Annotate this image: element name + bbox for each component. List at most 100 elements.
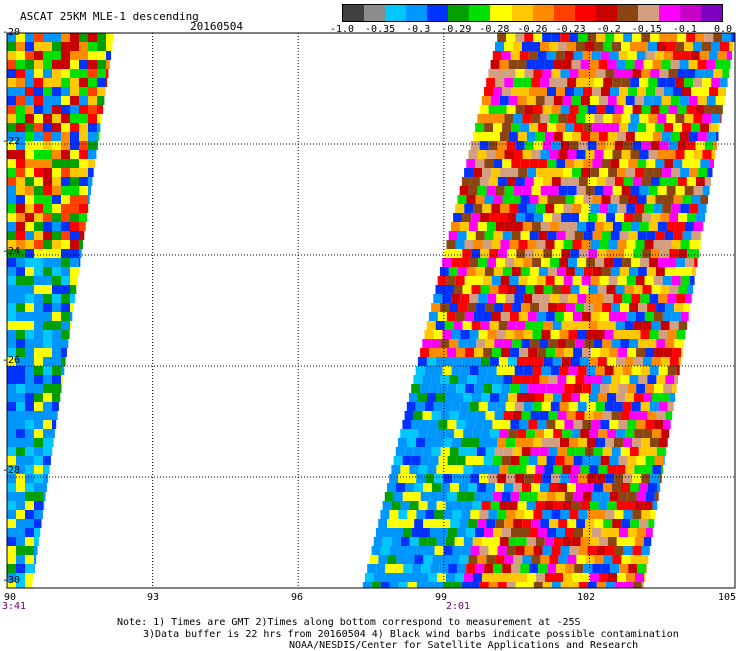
wind-cell — [469, 150, 478, 159]
wind-cell — [25, 384, 34, 393]
wind-cell — [645, 420, 654, 429]
wind-cell — [637, 159, 646, 168]
wind-cell — [34, 429, 43, 438]
wind-cell — [553, 357, 562, 366]
wind-cell — [468, 483, 477, 492]
wind-cell — [534, 213, 543, 222]
wind-cell — [718, 123, 720, 132]
wind-cell — [542, 438, 551, 447]
wind-cell — [34, 123, 43, 132]
wind-cell — [575, 339, 584, 348]
wind-cell — [499, 393, 508, 402]
wind-cell — [579, 177, 588, 186]
wind-cell — [498, 105, 507, 114]
wind-cell — [663, 240, 672, 249]
wind-cell — [43, 438, 52, 447]
wind-cell — [52, 276, 61, 285]
wind-cell — [596, 33, 605, 42]
wind-cell — [511, 87, 520, 96]
wind-cell — [43, 249, 52, 258]
wind-cell — [612, 519, 621, 528]
wind-cell — [705, 141, 714, 150]
wind-cell — [405, 483, 414, 492]
wind-cell — [651, 177, 660, 186]
wind-cell — [444, 546, 453, 555]
wind-cell — [646, 87, 655, 96]
wind-cell — [613, 186, 622, 195]
wind-cell — [596, 474, 605, 483]
wind-cell — [561, 105, 570, 114]
wind-cell — [436, 357, 445, 366]
wind-cell — [517, 429, 526, 438]
wind-cell — [487, 258, 496, 267]
wind-cell — [598, 393, 607, 402]
wind-cell — [501, 420, 510, 429]
wind-cell — [426, 546, 435, 555]
wind-cell — [636, 384, 645, 393]
wind-cell — [609, 384, 618, 393]
wind-cell — [656, 375, 665, 384]
wind-cell — [516, 249, 525, 258]
wind-cell — [664, 51, 673, 60]
wind-cell — [691, 123, 700, 132]
wind-cell — [605, 69, 614, 78]
wind-cell — [635, 60, 644, 69]
wind-cell — [645, 240, 654, 249]
wind-cell — [567, 78, 576, 87]
wind-cell — [574, 456, 583, 465]
wind-cell — [604, 294, 613, 303]
wind-cell — [503, 303, 512, 312]
wind-cell — [497, 366, 506, 375]
wind-cell — [493, 456, 502, 465]
wind-cell — [577, 258, 586, 267]
wind-cell — [712, 150, 716, 159]
wind-cell — [25, 186, 34, 195]
wind-cell — [501, 240, 510, 249]
wind-cell — [716, 60, 725, 69]
wind-cell — [471, 582, 480, 588]
wind-cell — [34, 177, 43, 186]
wind-cell — [414, 519, 423, 528]
wind-cell — [648, 42, 657, 51]
wind-cell — [527, 96, 536, 105]
wind-cell — [729, 42, 734, 51]
wind-cell — [687, 177, 696, 186]
wind-cell — [546, 276, 555, 285]
wind-cell — [612, 411, 621, 420]
note-line-2: 3)Data buffer is 22 hrs from 20160504 4)… — [143, 629, 679, 640]
wind-cell — [52, 240, 61, 249]
wind-cell — [25, 294, 34, 303]
wind-cell — [623, 438, 632, 447]
wind-cell — [617, 573, 626, 582]
wind-cell — [513, 447, 522, 456]
wind-cell — [25, 582, 32, 588]
wind-cell — [52, 177, 61, 186]
y-tick-label: -22 — [2, 136, 20, 147]
wind-cell — [16, 78, 25, 87]
wind-cell — [25, 573, 34, 582]
wind-cell — [599, 573, 608, 582]
wind-cell — [629, 303, 638, 312]
wind-cell — [639, 78, 648, 87]
wind-cell — [88, 78, 97, 87]
wind-cell — [61, 249, 70, 258]
wind-cell — [608, 168, 617, 177]
wind-cell — [714, 141, 717, 150]
wind-cell — [34, 420, 43, 429]
wind-cell — [622, 258, 631, 267]
wind-cell — [474, 276, 483, 285]
wind-cell — [532, 294, 541, 303]
wind-cell — [538, 87, 547, 96]
wind-cell — [497, 33, 506, 42]
wind-cell — [640, 258, 649, 267]
wind-cell — [88, 60, 97, 69]
wind-cell — [592, 528, 601, 537]
wind-cell — [628, 492, 637, 501]
wind-cell — [79, 33, 88, 42]
wind-cell — [61, 105, 70, 114]
wind-cell — [523, 222, 532, 231]
wind-cell — [500, 168, 509, 177]
wind-cell — [626, 204, 635, 213]
wind-cell — [685, 222, 694, 231]
wind-cell — [574, 159, 583, 168]
